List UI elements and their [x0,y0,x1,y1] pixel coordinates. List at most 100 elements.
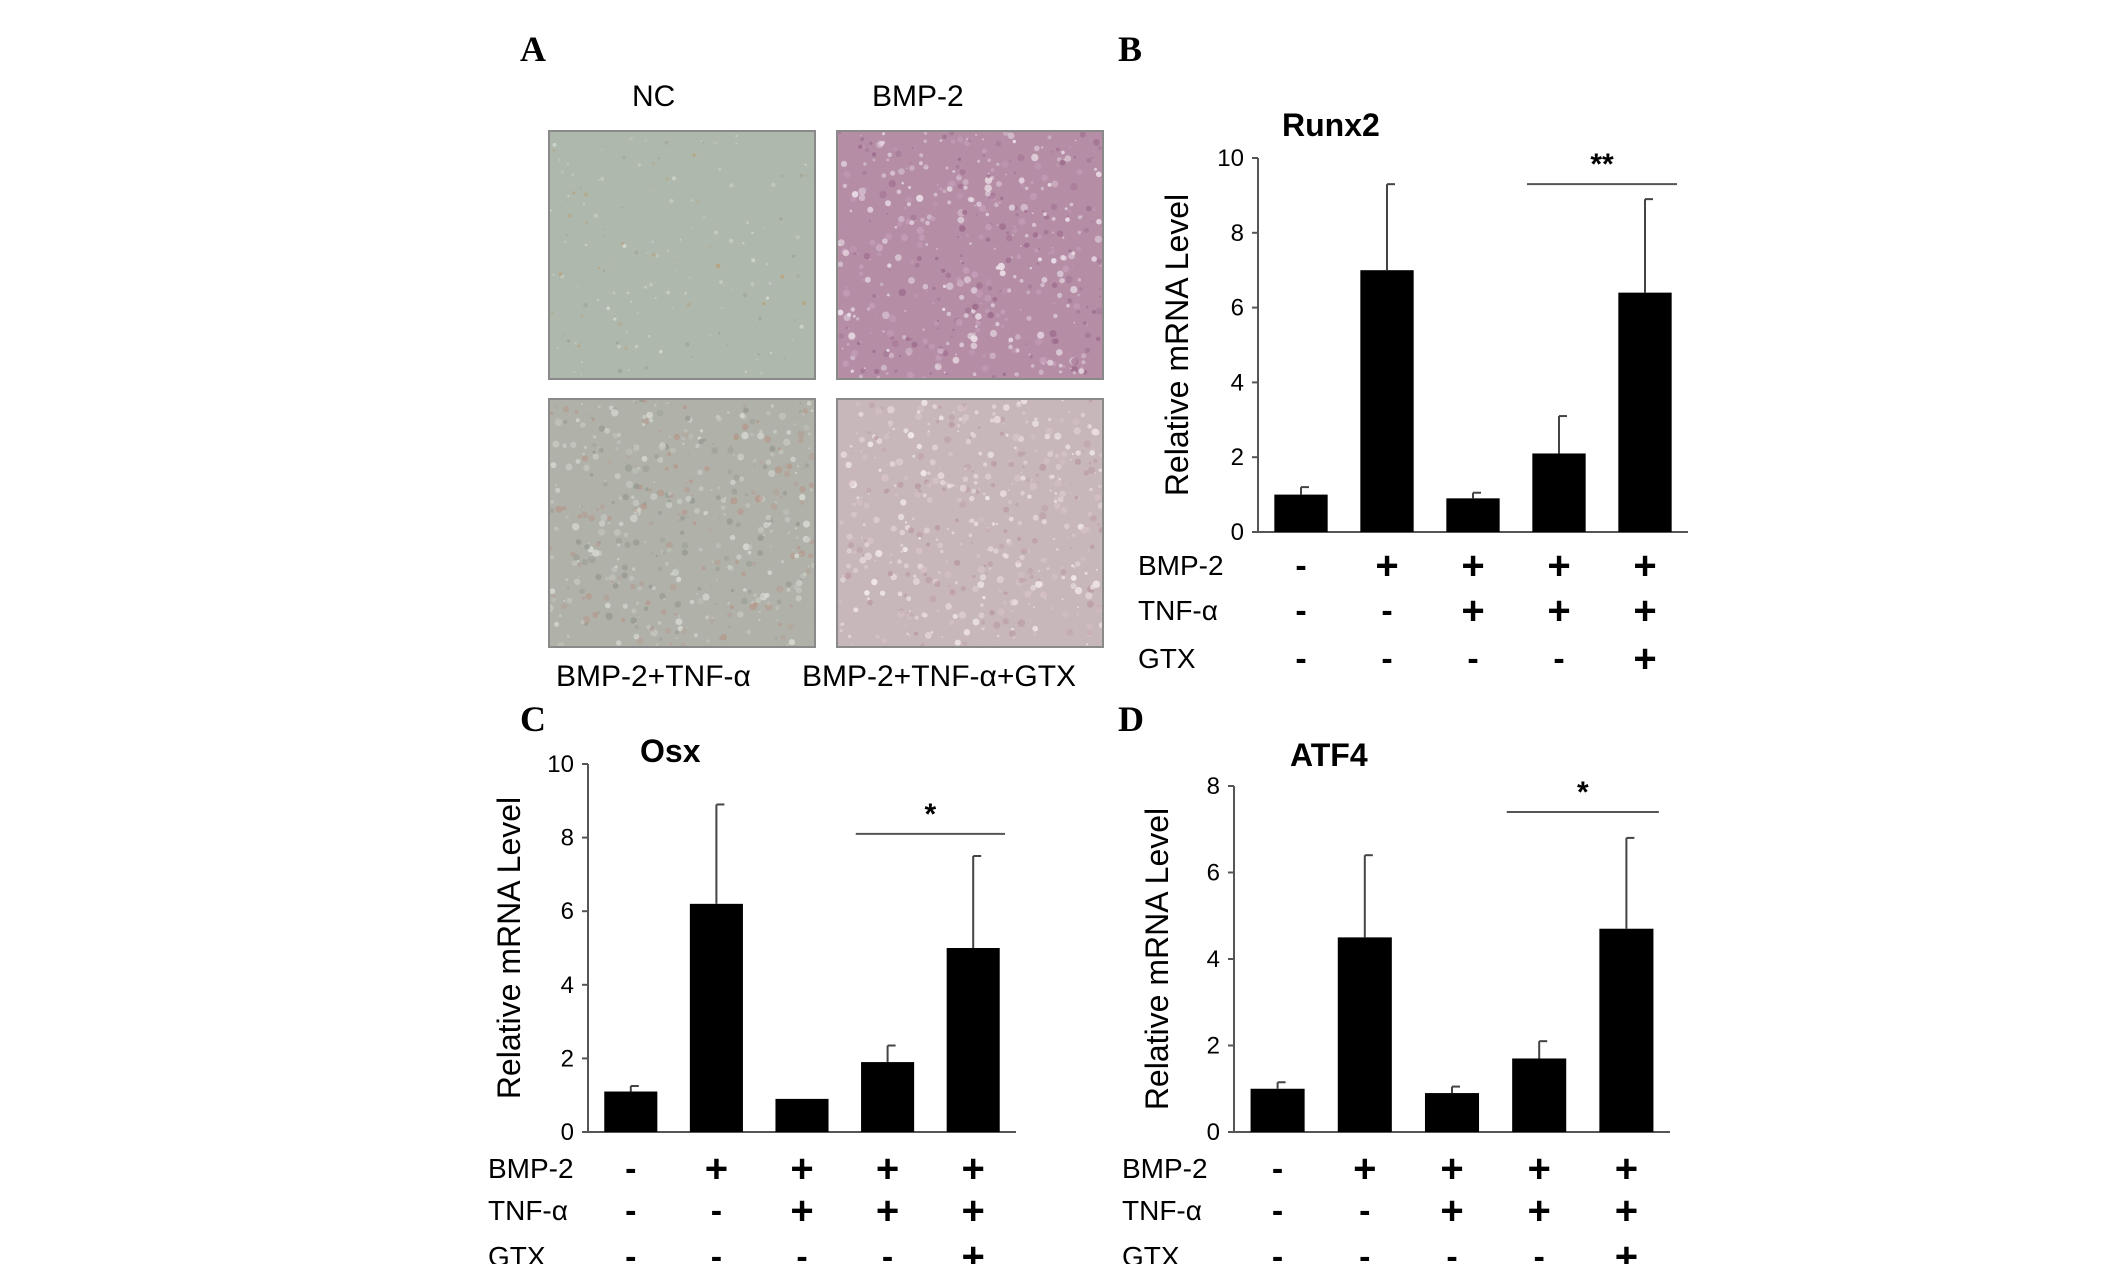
speckle [916,256,922,261]
speckle [890,525,897,532]
speckle [630,584,636,590]
speckle [581,403,583,405]
speckle [909,161,912,164]
micrograph-bmp2 [836,130,1104,380]
speckle [1062,265,1070,273]
speckle [1049,489,1052,492]
speckle [574,409,579,414]
speckle [959,236,962,239]
speckle [1004,317,1008,321]
speckle [1017,520,1022,526]
speckle [1075,561,1081,567]
speckle [723,284,725,287]
speckle [970,541,974,545]
speckle [638,616,640,618]
speckle [960,586,966,592]
speckle [987,311,994,319]
speckle [1037,331,1045,339]
speckle [669,198,674,204]
treatment-label: TNF-α [1122,1195,1202,1226]
speckle [631,446,634,449]
y-tick-label: 0 [1231,519,1244,546]
speckle [617,576,622,581]
speckle [915,412,923,421]
speckle [1021,184,1026,189]
speckle [1000,309,1006,315]
speckle [864,552,872,561]
speckle [1067,298,1073,304]
speckle [999,223,1006,231]
speckle [982,353,986,358]
speckle [988,567,992,571]
speckle [1022,451,1026,456]
speckle [935,354,942,361]
speckle [556,346,559,349]
speckle [778,412,786,420]
speckle [702,215,706,220]
speckle [550,588,556,594]
speckle [852,567,859,574]
speckle [1082,450,1085,453]
speckle [993,247,996,250]
speckle [1093,139,1100,146]
speckle [994,202,999,208]
speckle [1005,592,1009,595]
speckle [922,493,927,498]
speckle [622,493,629,501]
speckle [897,591,903,597]
speckle [551,312,554,314]
speckle [584,243,588,247]
speckle [1012,228,1018,234]
speckle [755,608,758,610]
speckle [804,536,811,543]
speckle [578,576,580,578]
speckle [900,233,908,242]
speckle [623,532,629,538]
speckle [978,639,980,642]
speckle [765,514,772,521]
speckle [607,459,612,465]
speckle [897,513,905,521]
speckle [952,170,956,173]
speckle [914,219,917,222]
treatment-mark: - [1359,1192,1370,1230]
speckle [686,302,691,307]
speckle [749,589,751,592]
speckle [1051,607,1053,609]
speckle [1097,484,1102,489]
speckle [887,152,892,157]
speckle [906,613,913,620]
speckle [753,593,757,597]
speckle [744,370,748,373]
speckle [1058,478,1062,481]
speckle [721,498,726,503]
speckle [990,176,995,180]
speckle [1091,157,1094,159]
speckle [1098,527,1102,534]
speckle [680,515,686,521]
speckle [968,518,974,524]
speckle [969,436,972,439]
speckle [907,202,911,207]
speckle [779,217,783,221]
speckle [944,571,952,579]
speckle [871,578,878,586]
speckle [902,335,907,340]
speckle [1098,622,1102,629]
speckle [551,596,557,603]
speckle [1056,349,1063,356]
y-tick-label: 10 [547,751,574,778]
speckle [933,320,939,326]
speckle [1070,286,1078,294]
speckle [1007,540,1014,547]
speckle [650,628,658,637]
speckle [775,466,783,474]
speckle [1037,569,1041,573]
treatment-label: TNF-α [488,1195,568,1226]
speckle [651,252,656,257]
speckle [614,313,616,315]
speckle [917,453,924,460]
y-axis-label: Relative mRNA Level [1139,808,1175,1110]
speckle [796,465,800,468]
